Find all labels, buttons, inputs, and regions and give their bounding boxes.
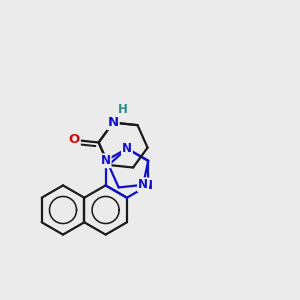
Text: N: N: [100, 154, 111, 167]
Text: N: N: [122, 142, 132, 155]
Text: N: N: [107, 116, 118, 129]
Text: O: O: [68, 134, 80, 146]
Text: N: N: [138, 178, 148, 191]
Text: N: N: [143, 179, 153, 192]
Text: H: H: [118, 103, 128, 116]
